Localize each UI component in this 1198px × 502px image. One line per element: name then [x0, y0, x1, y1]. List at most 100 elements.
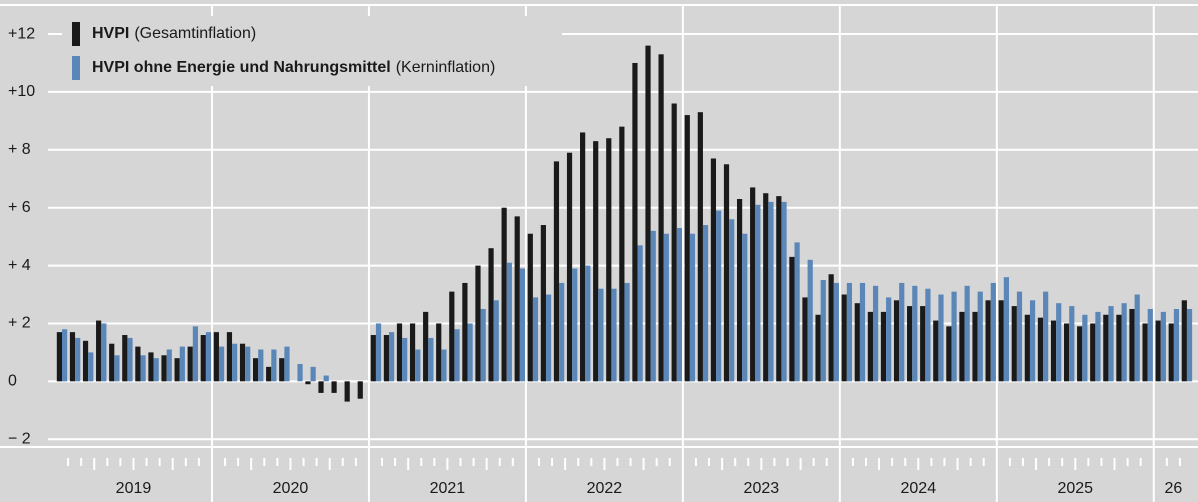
bar: [375, 323, 382, 382]
bar: [611, 288, 617, 382]
y-tick-label: − 2: [8, 430, 31, 447]
bar: [1121, 303, 1127, 382]
legend-swatch: [72, 22, 80, 46]
bar: [56, 332, 62, 382]
bar: [580, 132, 586, 382]
bar: [1090, 323, 1096, 382]
bar: [284, 346, 290, 382]
bar: [527, 233, 533, 382]
bar: [977, 291, 983, 382]
bar: [1011, 306, 1017, 382]
y-tick-label: + 2: [8, 315, 31, 332]
bar: [859, 282, 866, 382]
bar: [1129, 308, 1135, 382]
bar: [742, 233, 748, 382]
bar: [624, 282, 630, 382]
bar: [1016, 291, 1023, 382]
bar: [938, 294, 944, 382]
bar: [258, 349, 264, 382]
bar: [127, 337, 133, 382]
bar: [506, 262, 512, 382]
bar: [488, 248, 494, 382]
bar: [239, 343, 246, 382]
bar: [684, 115, 690, 382]
bar: [69, 332, 76, 382]
legend: HVPI (Gesamtinflation) HVPI ohne Energie u…: [62, 16, 562, 86]
bar: [802, 297, 808, 382]
bar: [593, 141, 599, 382]
bar: [174, 358, 180, 382]
bar: [232, 343, 238, 382]
bar: [140, 355, 146, 382]
bar: [383, 335, 390, 382]
bar: [1069, 306, 1075, 382]
bar: [645, 45, 651, 382]
bar: [271, 349, 277, 382]
bar: [946, 326, 952, 382]
legend-description: (Kerninflation): [396, 59, 496, 76]
bar: [200, 335, 206, 382]
bar: [331, 381, 337, 393]
bar: [632, 62, 638, 382]
bar: [297, 363, 303, 382]
year-label: 26: [1164, 480, 1182, 497]
bar: [886, 297, 892, 382]
bar: [501, 207, 507, 382]
bar: [729, 219, 735, 382]
bar: [226, 332, 233, 382]
bar: [179, 346, 185, 382]
year-label: 2025: [1057, 480, 1093, 497]
bar: [553, 161, 560, 382]
bar: [650, 230, 656, 382]
bar: [710, 158, 717, 382]
legend-name: HVPI: [92, 25, 129, 42]
bar: [933, 320, 939, 382]
bar: [1095, 311, 1101, 382]
bar: [985, 300, 991, 382]
bar: [213, 332, 219, 382]
bar: [619, 126, 625, 382]
bar: [279, 358, 285, 382]
bar: [1050, 320, 1057, 382]
bar: [867, 311, 873, 382]
bar: [723, 164, 730, 382]
bar: [572, 268, 578, 382]
bar: [750, 187, 756, 382]
bar: [532, 297, 539, 382]
bar: [135, 346, 141, 382]
bar: [606, 138, 612, 382]
bar: [893, 300, 900, 382]
bar: [920, 306, 926, 382]
bar: [1077, 326, 1083, 382]
bar: [318, 381, 324, 393]
bar: [1155, 320, 1161, 382]
y-tick-label: + 4: [8, 257, 31, 274]
bar: [545, 294, 552, 382]
bar: [951, 291, 957, 382]
bar: [370, 335, 376, 382]
bar: [1029, 300, 1036, 382]
bar: [161, 355, 167, 382]
bar: [428, 337, 434, 382]
bar: [781, 201, 787, 382]
bar: [1003, 277, 1009, 382]
bar: [663, 233, 669, 382]
bar: [62, 329, 68, 382]
year-label: 2021: [430, 480, 466, 497]
bar: [357, 381, 363, 399]
bar: [676, 227, 682, 382]
bar: [846, 282, 853, 382]
bar: [768, 201, 774, 382]
legend-description: (Gesamtinflation): [134, 25, 256, 42]
bar: [480, 308, 486, 382]
bar: [658, 54, 664, 382]
bar: [323, 375, 329, 382]
bar: [912, 285, 918, 382]
bar: [702, 225, 709, 382]
bar: [1134, 294, 1140, 382]
bar: [716, 210, 722, 382]
bar: [828, 274, 834, 382]
bar: [153, 358, 159, 382]
bar: [310, 366, 316, 382]
